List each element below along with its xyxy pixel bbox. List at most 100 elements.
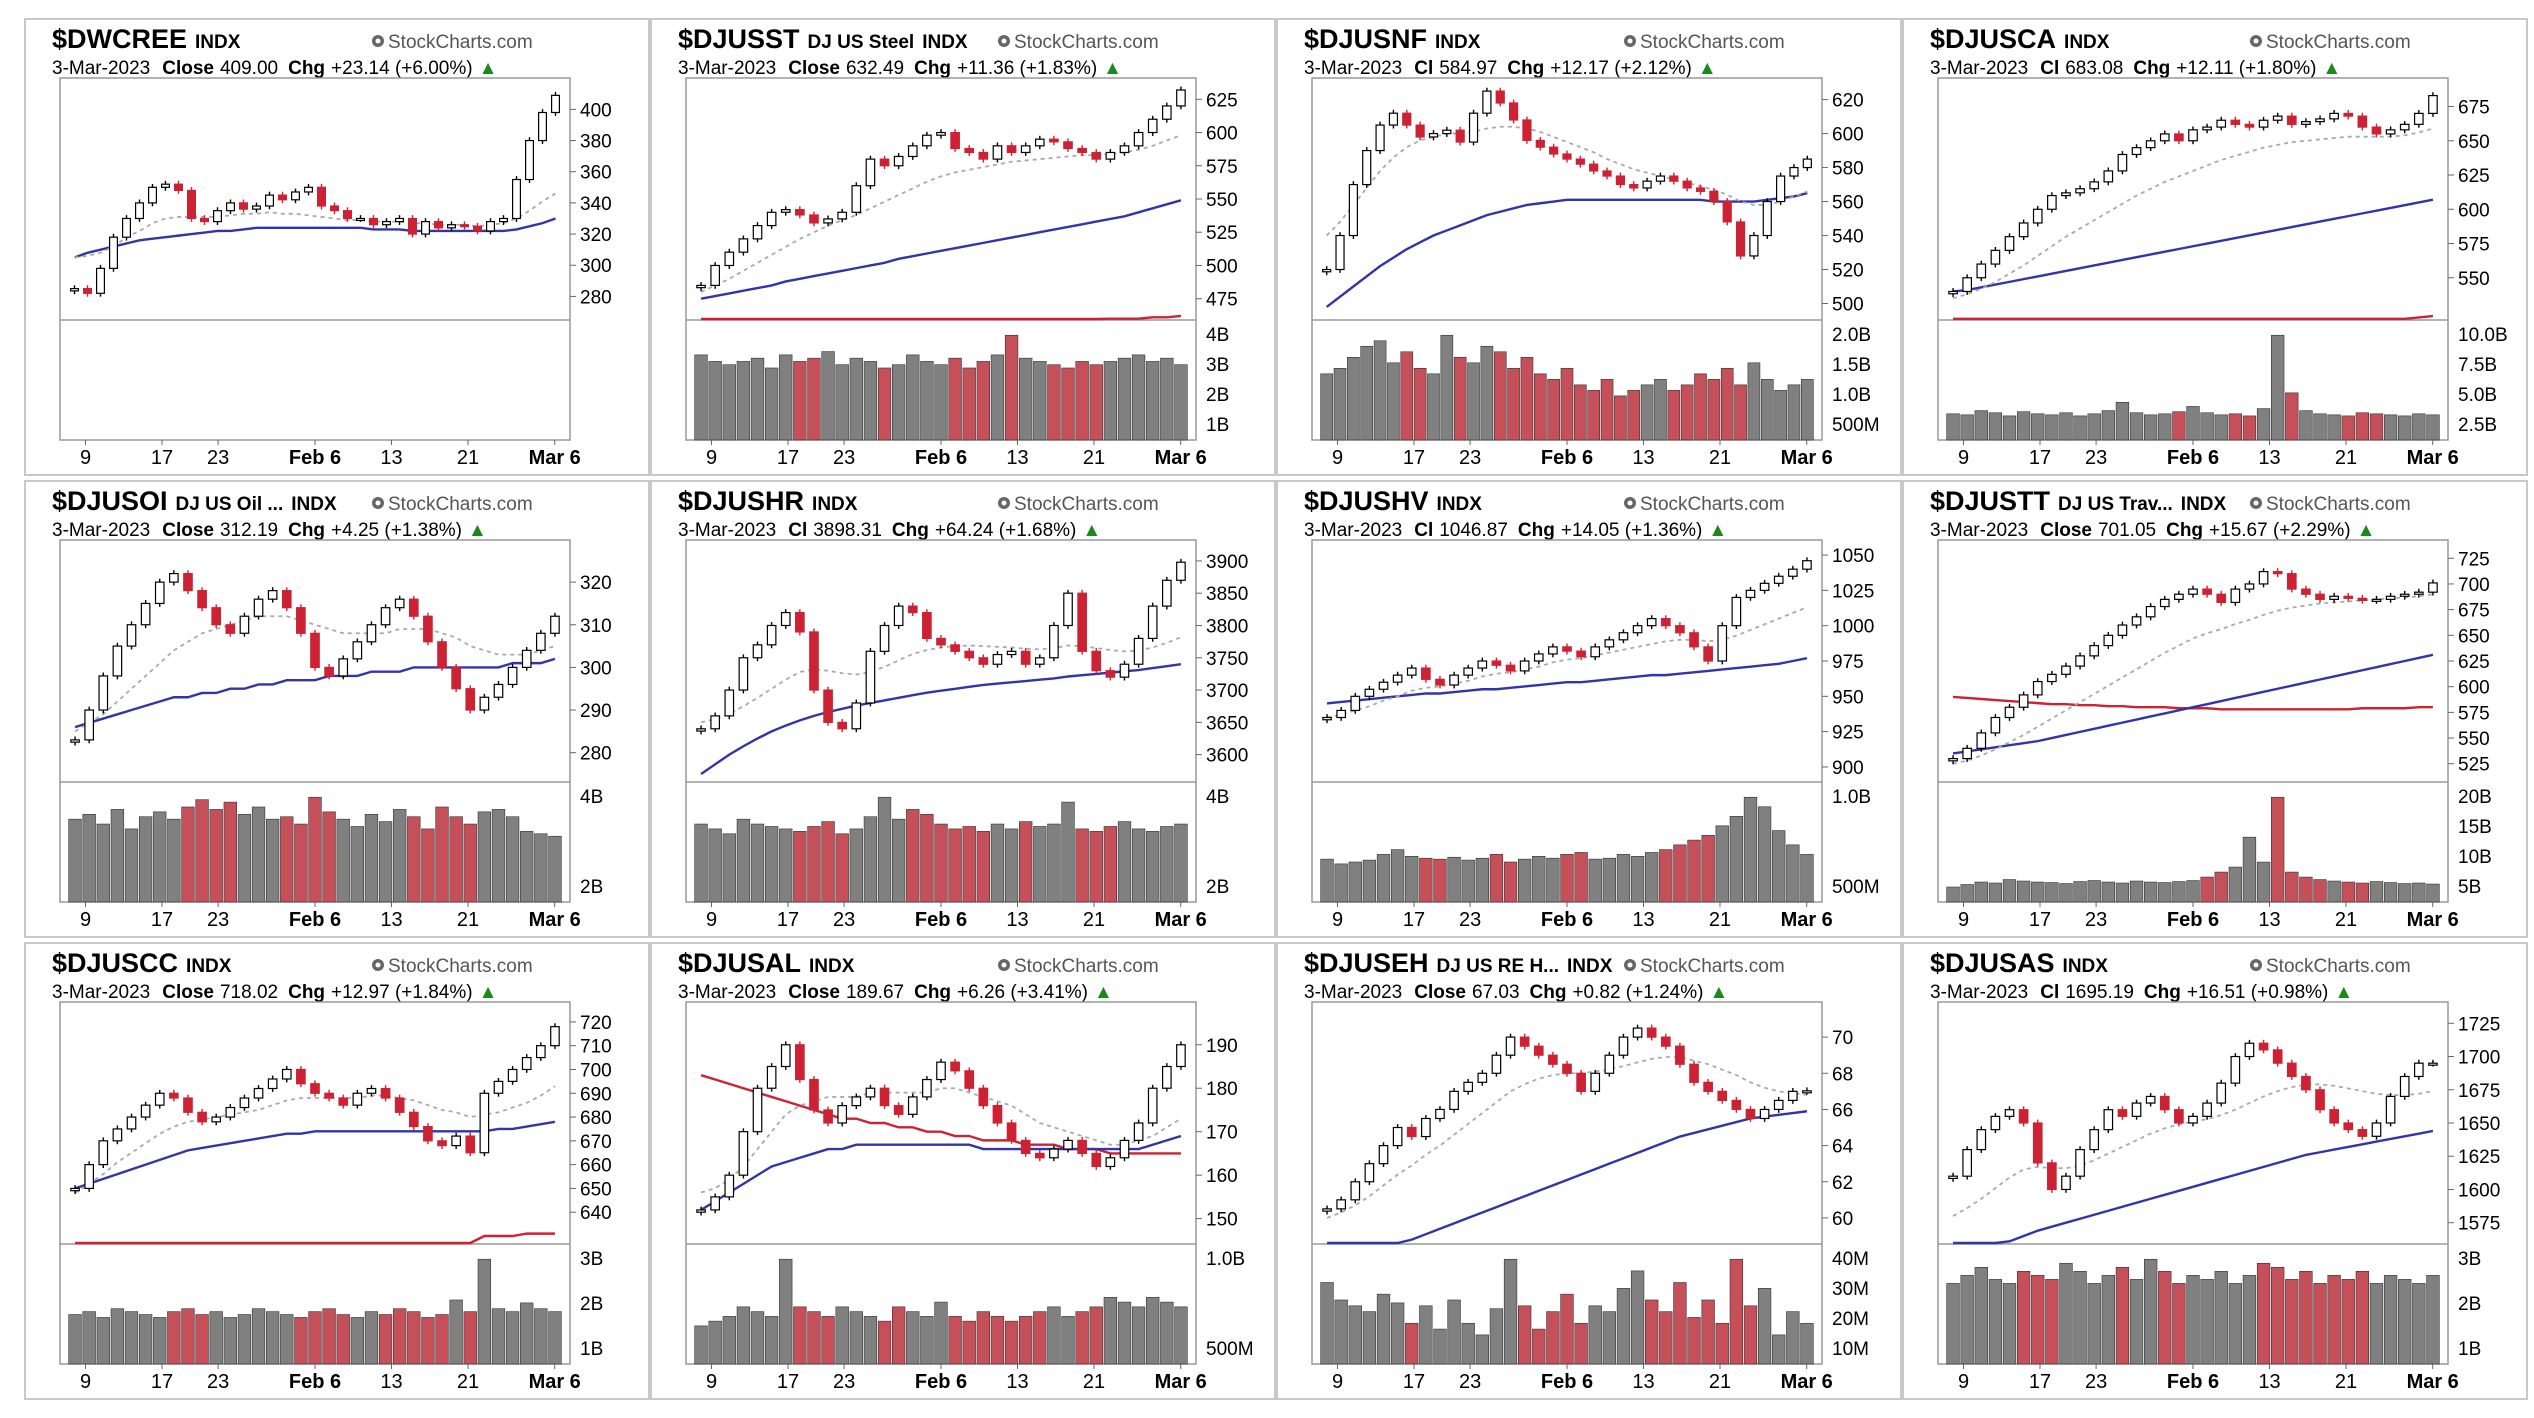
candle-body <box>964 1070 975 1089</box>
price-tick-label: 290 <box>580 701 612 722</box>
price-tick-label: 70 <box>1832 1028 1853 1049</box>
candle-body <box>2230 119 2241 125</box>
x-tick-label: Mar 6 <box>1781 909 1833 931</box>
volume-bar <box>195 799 209 903</box>
symbol-label: $DJUSCA <box>1930 24 2056 54</box>
candle-body <box>1976 1129 1987 1151</box>
up-arrow-icon: ▲ <box>2334 982 2353 1003</box>
chart-panel[interactable]: $DJUSAS INDX StockCharts.com 3-Mar-2023 Cl 16… <box>1902 942 2528 1400</box>
close-label: Close <box>1414 982 1466 1003</box>
volume-tick-label: 4B <box>1206 787 1229 808</box>
candle-body <box>851 702 862 730</box>
chart-panel[interactable]: $DJUSHR INDX StockCharts.com 3-Mar-2023 Cl 38… <box>650 480 1276 938</box>
candle-body <box>780 611 791 627</box>
candle-body <box>507 666 518 686</box>
chart-panel[interactable]: $DJUSTT DJ US Trav... INDX StockCharts.com 3… <box>1902 480 2528 938</box>
chart-panel[interactable]: $DJUSHV INDX StockCharts.com 3-Mar-2023 Cl 10… <box>1276 480 1902 938</box>
volume-bar <box>2045 414 2059 441</box>
exchange-label: INDX <box>2181 494 2227 515</box>
quote-date: 3-Mar-2023 <box>678 982 776 1003</box>
volume-bar <box>722 833 736 903</box>
volume-bar <box>435 1314 449 1365</box>
quote-line: 3-Mar-2023 Close 632.49 Chg +11.36 (+1.83%) ▲ <box>678 58 1122 79</box>
candle-body <box>493 683 504 698</box>
chg-value: +12.17 (+2.12%) <box>1550 58 1692 79</box>
x-tick-label: 13 <box>1632 1371 1654 1393</box>
volume-bar <box>251 806 266 903</box>
volume-bar <box>1461 859 1475 903</box>
candle-body <box>2047 673 2057 683</box>
volume-bar <box>821 821 835 903</box>
chart-panel[interactable]: $DJUSCA INDX StockCharts.com 3-Mar-2023 Cl 68… <box>1902 18 2528 476</box>
chart-panel[interactable]: $DJUSNF INDX StockCharts.com 3-Mar-2023 Cl 58… <box>1276 18 1902 476</box>
volume-bar <box>1075 361 1089 441</box>
candle-body <box>1406 1126 1417 1138</box>
volume-bar <box>491 1308 506 1365</box>
exchange-label: INDX <box>1435 32 1481 53</box>
ma-fast-line <box>700 1087 1182 1194</box>
volume-tick-label: 20B <box>2458 787 2492 808</box>
volume-bar <box>1146 1297 1160 1365</box>
volume-bar <box>1047 364 1061 441</box>
volume-bar <box>1546 857 1560 903</box>
volume-bar <box>849 357 863 441</box>
volume-bar <box>1518 858 1532 903</box>
price-tick-label: 675 <box>2458 601 2490 622</box>
candle-body <box>408 217 418 235</box>
volume-bar <box>1440 334 1454 441</box>
candle-body <box>907 145 918 158</box>
close-value: 584.97 <box>1439 58 1497 79</box>
candle-body <box>451 666 461 690</box>
volume-bar <box>793 361 807 441</box>
x-tick-label: 13 <box>1006 909 1028 931</box>
price-tick-label: 1025 <box>1832 581 1874 602</box>
candle-body <box>421 221 431 235</box>
volume-bar <box>1433 858 1447 903</box>
price-tick-label: 560 <box>1832 193 1864 214</box>
volume-bar <box>1988 1279 2003 1365</box>
candle-body <box>738 238 749 253</box>
symbol-label: $DWCREE <box>52 24 187 54</box>
candle-body <box>1378 1145 1389 1165</box>
candle-body <box>324 666 334 677</box>
candle-body <box>1176 561 1186 581</box>
price-tick-label: 520 <box>1832 261 1864 282</box>
volume-bar <box>1004 334 1019 441</box>
volume-bar <box>266 1311 280 1365</box>
x-tick-label: 21 <box>2335 447 2357 469</box>
volume-bar <box>2398 1279 2412 1365</box>
price-tick-label: 725 <box>2458 549 2490 570</box>
candle-body <box>95 267 105 294</box>
volume-bar <box>1673 1282 1687 1365</box>
candle-body <box>1703 646 1713 662</box>
chg-label: Chg <box>2166 520 2203 541</box>
candle-body <box>837 1105 848 1124</box>
x-tick-label: 23 <box>1459 447 1481 469</box>
quote-date: 3-Mar-2023 <box>52 58 150 79</box>
logo-text: StockCharts.com <box>388 956 533 977</box>
volume-bar <box>2285 871 2299 903</box>
candle-body <box>2075 188 2085 194</box>
chart-panel[interactable]: $DWCREE INDX StockCharts.com 3-Mar-2023 Clos… <box>24 18 650 476</box>
chart-panel[interactable]: $DJUSEH DJ US RE H... INDX StockCharts.com 3… <box>1276 942 1902 1400</box>
volume-tick-label: 4B <box>1206 325 1229 346</box>
ma-fast-line <box>74 615 556 733</box>
candle-body <box>1802 1090 1812 1094</box>
chart-svg: $DJUSHR INDX StockCharts.com 3-Mar-2023 Cl 38… <box>678 486 1248 931</box>
volume-bar <box>2214 414 2228 441</box>
volume-bar <box>962 1320 976 1365</box>
price-tick-label: 68 <box>1832 1064 1853 1085</box>
volume-bar <box>863 816 878 903</box>
candle-body <box>296 1068 306 1085</box>
close-label: Close <box>2040 520 2092 541</box>
volume-bar <box>1447 1299 1461 1365</box>
candle-body <box>112 1128 123 1142</box>
chart-panel[interactable]: $DJUSOI DJ US Oil ... INDX StockCharts.com 3… <box>24 480 650 938</box>
candle-body <box>2145 140 2156 149</box>
chart-panel[interactable]: $DJUSAL INDX StockCharts.com 3-Mar-2023 Clos… <box>650 942 1276 1400</box>
chart-panel[interactable]: $DJUSST DJ US Steel INDX StockCharts.com 3-M… <box>650 18 1276 476</box>
volume-bar <box>1405 855 1419 903</box>
ma-slow-line <box>700 1134 1182 1211</box>
close-label: Cl <box>788 520 807 541</box>
chart-panel[interactable]: $DJUSCC INDX StockCharts.com 3-Mar-2023 Clos… <box>24 942 650 1400</box>
